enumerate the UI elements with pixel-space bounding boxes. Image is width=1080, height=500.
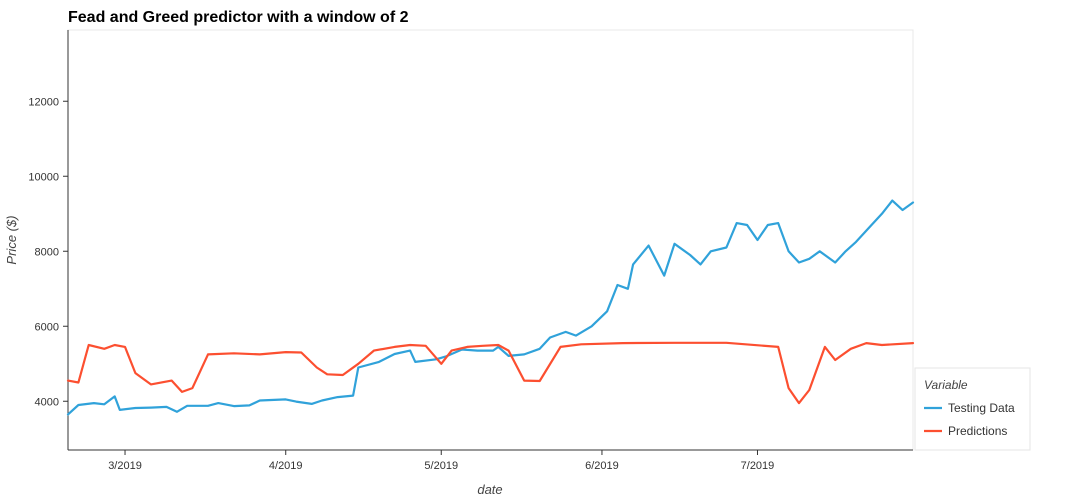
legend-label-testing-data: Testing Data [948, 401, 1015, 415]
x-axis-ticks: 3/2019 4/2019 5/2019 6/2019 7/2019 [108, 450, 774, 472]
plot-area [67, 29, 914, 451]
y-tick-label-4000: 4000 [35, 396, 59, 408]
legend: Variable Testing Data Predictions [914, 367, 1031, 451]
y-tick-label-10000: 10000 [28, 171, 59, 183]
x-tick-label-7-2019: 7/2019 [741, 460, 775, 472]
y-tick-label-12000: 12000 [28, 96, 59, 108]
series-line-predictions [66, 341, 915, 405]
x-tick-label-6-2019: 6/2019 [585, 460, 619, 472]
x-tick-label-3-2019: 3/2019 [108, 460, 142, 472]
x-axis-label: date [477, 482, 502, 497]
y-axis-label: Price ($) [4, 215, 19, 264]
y-tick-label-8000: 8000 [35, 246, 59, 258]
series-layer [66, 199, 915, 416]
series-line-testing-data [66, 199, 915, 416]
legend-label-predictions: Predictions [948, 424, 1007, 438]
y-axis-ticks: 4000 6000 8000 10000 12000 [28, 96, 68, 408]
plot-border [67, 29, 914, 451]
x-tick-label-4-2019: 4/2019 [269, 460, 303, 472]
chart-title: Fead and Greed predictor with a window o… [68, 9, 409, 26]
x-tick-label-5-2019: 5/2019 [424, 460, 458, 472]
legend-title: Variable [924, 378, 968, 392]
y-tick-label-6000: 6000 [35, 321, 59, 333]
